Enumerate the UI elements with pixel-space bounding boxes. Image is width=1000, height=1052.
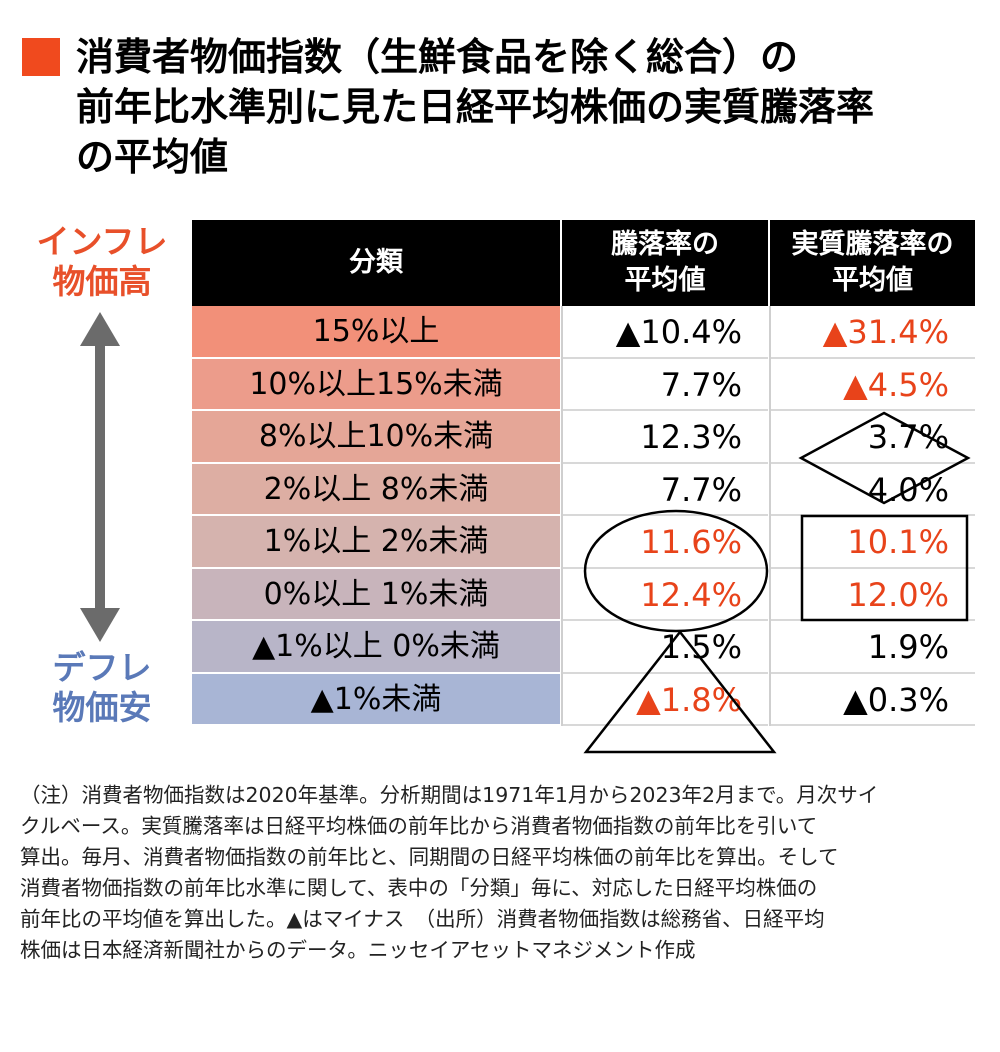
column-separator <box>561 306 563 726</box>
header-label-line: 騰落率の <box>611 229 719 260</box>
rate-value-cell: 12.4% <box>562 569 768 621</box>
header-separator <box>560 220 562 306</box>
real-rate-value-cell: ▲4.5% <box>770 359 975 411</box>
title-line-2: 前年比水準別に見た日経平均株価の実質騰落率 <box>76 85 875 129</box>
title-line-3: の平均値 <box>76 135 229 179</box>
inflation-label-line-1: インフレ <box>36 222 168 261</box>
category-cell: 0%以上 1%未満 <box>192 568 560 621</box>
real-rate-value-cell: 12.0% <box>770 569 975 621</box>
real-rate-value-cell: 3.7% <box>770 411 975 464</box>
real-rate-value-cell: 10.1% <box>770 516 975 569</box>
header-category: 分類 <box>192 220 560 306</box>
header-separator <box>768 220 770 306</box>
header-label-line: 平均値 <box>832 265 913 296</box>
footnote-line: クルベース。実質騰落率は日経平均株価の前年比から消費者物価指数の前年比を引いて <box>20 814 818 838</box>
rate-value-cell: ▲1.8% <box>562 674 768 726</box>
column-separator <box>769 306 771 726</box>
category-cell: 15%以上 <box>192 306 560 359</box>
header-real-rate-label: 実質騰落率の 平均値 <box>792 227 954 299</box>
category-cell: ▲1%未満 <box>192 673 560 726</box>
footnote-line: 消費者物価指数の前年比水準に関して、表中の「分類」毎に、対応した日経平均株価の <box>20 876 818 900</box>
header-label-line: 実質騰落率の <box>791 229 954 260</box>
rate-value-cell: 11.6% <box>562 516 768 569</box>
deflation-label-line-2: 物価安 <box>52 688 152 727</box>
deflation-label-line-1: デフレ <box>52 648 152 687</box>
footnote-line: 株価は日本経済新聞社からのデータ。ニッセイアセットマネジメント作成 <box>20 938 696 962</box>
real-rate-value-cell: ▲0.3% <box>770 674 975 726</box>
double-headed-vertical-arrow-icon <box>80 312 120 642</box>
inflation-label-line-2: 物価高 <box>52 262 152 301</box>
category-cell: ▲1%以上 0%未満 <box>192 621 560 674</box>
footnote-line: （注）消費者物価指数は2020年基準。分析期間は1971年1月から2023年2月… <box>20 783 879 807</box>
real-rate-value-cell: 4.0% <box>770 464 975 516</box>
header-label-line: 平均値 <box>624 265 706 296</box>
inflation-label: インフレ 物価高 <box>22 222 182 302</box>
header-rate-label: 騰落率の 平均値 <box>611 227 719 299</box>
category-cell: 10%以上15%未満 <box>192 358 560 411</box>
category-cell: 2%以上 8%未満 <box>192 463 560 516</box>
header-rate: 騰落率の 平均値 <box>562 220 768 306</box>
title-accent-square <box>22 38 60 76</box>
category-cell: 8%以上10%未満 <box>192 411 560 464</box>
rate-value-cell: 12.3% <box>562 411 768 464</box>
footnote: （注）消費者物価指数は2020年基準。分析期間は1971年1月から2023年2月… <box>20 780 985 966</box>
rate-value-cell: 1.5% <box>562 621 768 674</box>
footnote-line: 前年比の平均値を算出した。▲はマイナス （出所）消費者物価指数は総務省、日経平均 <box>20 907 825 931</box>
rate-value-cell: 7.7% <box>562 464 768 516</box>
category-cell: 1%以上 2%未満 <box>192 516 560 569</box>
header-category-label: 分類 <box>349 247 403 278</box>
header-real-rate: 実質騰落率の 平均値 <box>770 220 975 306</box>
title-line-1: 消費者物価指数（生鮮食品を除く総合）の <box>76 35 799 79</box>
real-rate-value-cell: ▲31.4% <box>770 306 975 359</box>
rate-value-cell: 7.7% <box>562 359 768 411</box>
rate-value-cell: ▲10.4% <box>562 306 768 359</box>
footnote-line: 算出。毎月、消費者物価指数の前年比と、同期間の日経平均株価の前年比を算出。そして <box>20 845 839 869</box>
deflation-label: デフレ 物価安 <box>22 648 182 728</box>
real-rate-value-cell: 1.9% <box>770 621 975 674</box>
